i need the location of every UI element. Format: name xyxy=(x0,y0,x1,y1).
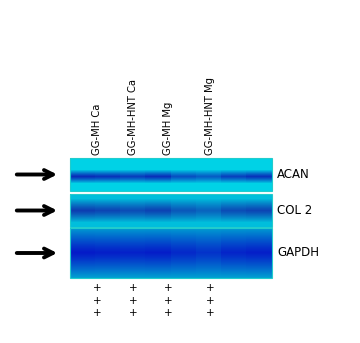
Text: GG-MH Mg: GG-MH Mg xyxy=(163,102,173,155)
Text: +: + xyxy=(129,308,137,318)
Text: +: + xyxy=(93,283,101,293)
Text: +: + xyxy=(164,283,172,293)
Text: +: + xyxy=(129,296,137,306)
Text: ACAN: ACAN xyxy=(277,168,310,181)
Text: GG-MH Ca: GG-MH Ca xyxy=(92,104,102,155)
Text: GG-MH-HNT Ca: GG-MH-HNT Ca xyxy=(128,79,138,155)
Text: COL 2: COL 2 xyxy=(277,204,312,217)
Text: GG-MH-HNT Mg: GG-MH-HNT Mg xyxy=(205,77,215,155)
Text: +: + xyxy=(206,283,214,293)
Text: +: + xyxy=(93,308,101,318)
Text: +: + xyxy=(164,296,172,306)
Bar xyxy=(70,158,272,191)
Text: +: + xyxy=(206,296,214,306)
Bar xyxy=(70,228,272,278)
Text: +: + xyxy=(206,308,214,318)
Text: +: + xyxy=(93,296,101,306)
Text: +: + xyxy=(129,283,137,293)
Bar xyxy=(70,194,272,227)
Text: +: + xyxy=(164,308,172,318)
Text: GAPDH: GAPDH xyxy=(277,247,319,260)
